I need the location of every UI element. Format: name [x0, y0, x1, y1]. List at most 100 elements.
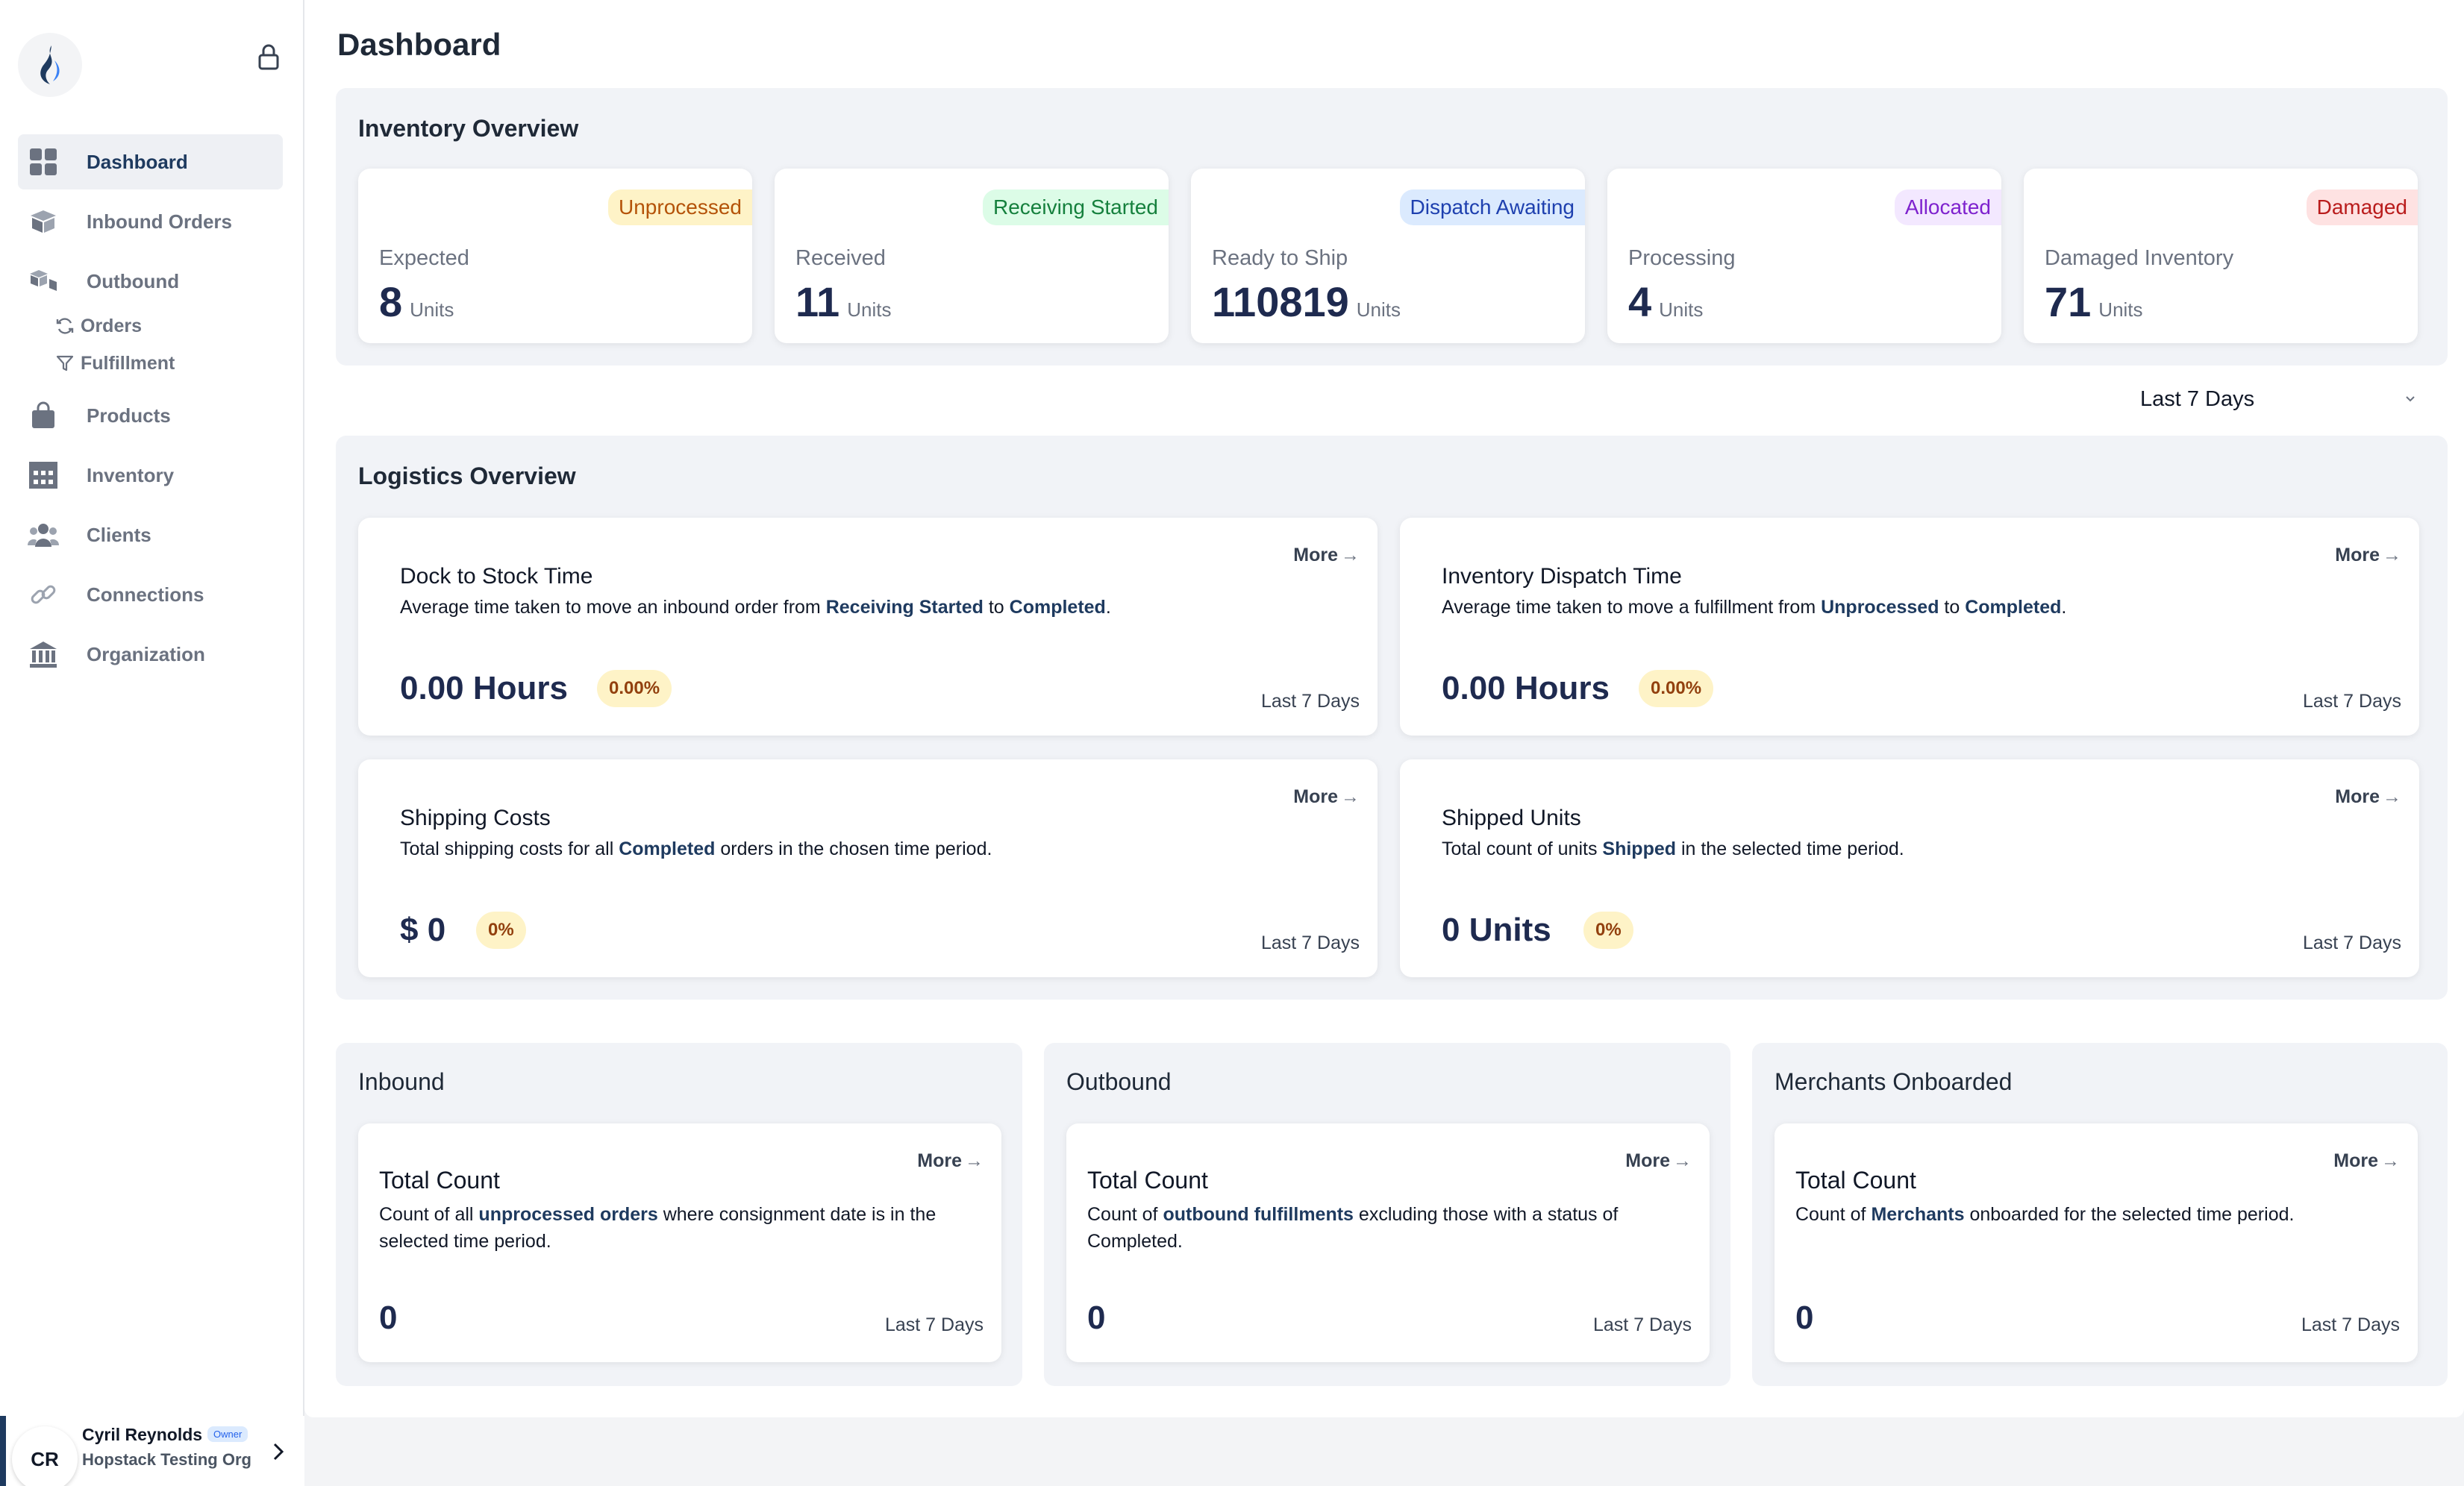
metric-title: Shipping Costs: [400, 806, 551, 830]
more-link[interactable]: More →: [1293, 786, 1360, 808]
more-link[interactable]: More →: [917, 1150, 984, 1172]
status-badge: Dispatch Awaiting: [1399, 189, 1585, 225]
date-range-select[interactable]: Last 7 Days: [2128, 376, 2428, 422]
inbound-panel: Inbound More → Total Count Count of all u…: [336, 1043, 1022, 1386]
sidebar: Dashboard Inbound Orders Outbound Orders…: [0, 0, 304, 1486]
status-badge: Damaged: [2306, 189, 2418, 225]
avatar[interactable]: CR: [12, 1426, 78, 1486]
arrow-right-icon: →: [1341, 786, 1360, 807]
inventory-card-label: Ready to Ship: [1212, 246, 1348, 270]
lock-icon[interactable]: [255, 42, 282, 72]
metric-description: Average time taken to move a fulfillment…: [1442, 594, 2322, 621]
bank-icon: [27, 638, 60, 671]
desc-text: Total count of units: [1442, 838, 1603, 859]
percent-change-badge: 0.00%: [1639, 670, 1714, 707]
outbound-panel: Outbound More → Total Count Count of outb…: [1044, 1043, 1730, 1386]
summary-title: Total Count: [379, 1167, 500, 1194]
metric-card-shipping-costs: More → Shipping Costs Total shipping cost…: [358, 759, 1378, 977]
logo[interactable]: [18, 33, 82, 97]
value-number: 8: [379, 278, 403, 325]
more-label: More: [1293, 786, 1338, 807]
logistics-overview-panel: Logistics Overview More → Dock to Stock T…: [336, 436, 2448, 1000]
page-title: Dashboard: [337, 27, 501, 62]
desc-highlight: Merchants: [1871, 1204, 1965, 1225]
merchants-onboarded-panel: Merchants Onboarded More → Total Count Co…: [1752, 1043, 2448, 1386]
inventory-card-processing[interactable]: Allocated Processing 4 Units: [1607, 169, 2001, 343]
more-label: More: [1293, 545, 1338, 565]
role-badge: Owner: [207, 1426, 248, 1442]
date-range-value: Last 7 Days: [2140, 386, 2255, 411]
metric-value: 0.00 Hours: [1442, 670, 1610, 706]
more-link[interactable]: More →: [1625, 1150, 1692, 1172]
sidebar-item-clients[interactable]: Clients: [18, 507, 283, 562]
summary-period: Last 7 Days: [2301, 1314, 2400, 1335]
inventory-card-value: 8 Units: [379, 278, 454, 326]
user-profile[interactable]: CR Cyril Reynolds Owner Hopstack Testing…: [0, 1416, 304, 1486]
metric-card-shipped-units: More → Shipped Units Total count of units…: [1400, 759, 2419, 977]
boxes-icon: [27, 265, 60, 298]
sidebar-item-connections[interactable]: Connections: [18, 567, 283, 622]
inventory-card-received[interactable]: Receiving Started Received 11 Units: [775, 169, 1169, 343]
inbound-total-count-card: More → Total Count Count of all unprocess…: [358, 1123, 1001, 1362]
arrow-right-icon: →: [965, 1150, 984, 1171]
value-unit: Units: [2098, 298, 2143, 321]
summary-value: 0: [1795, 1300, 1814, 1336]
inventory-card-expected[interactable]: Unprocessed Expected 8 Units: [358, 169, 752, 343]
more-label: More: [917, 1150, 962, 1171]
grid-icon: [27, 145, 60, 178]
inventory-card-label: Damaged Inventory: [2045, 246, 2234, 270]
desc-text: to: [983, 597, 1010, 618]
filter-icon: [56, 355, 74, 372]
sidebar-subitem-label: Fulfillment: [81, 352, 175, 374]
sidebar-item-label: Dashboard: [87, 150, 188, 173]
chevron-right-icon[interactable]: [267, 1437, 290, 1467]
merchants-panel-title: Merchants Onboarded: [1774, 1068, 2013, 1095]
arrow-right-icon: →: [2381, 1150, 2400, 1171]
value-unit: Units: [1356, 298, 1401, 321]
more-link[interactable]: More →: [2333, 1150, 2400, 1172]
sidebar-item-inbound-orders[interactable]: Inbound Orders: [18, 194, 283, 249]
metric-value: 0 Units: [1442, 912, 1551, 948]
value-number: 11: [795, 278, 840, 325]
summary-title: Total Count: [1795, 1167, 1916, 1194]
desc-highlight: outbound fulfillments: [1163, 1204, 1354, 1225]
arrow-right-icon: →: [2383, 786, 2401, 807]
logistics-overview-title: Logistics Overview: [358, 463, 576, 489]
value-number: 110819: [1212, 278, 1349, 325]
arrow-right-icon: →: [1673, 1150, 1692, 1171]
sidebar-subitem-label: Orders: [81, 315, 142, 336]
arrow-right-icon: →: [1341, 545, 1360, 565]
summary-description: Count of outbound fulfillments excluding…: [1087, 1201, 1684, 1255]
more-link[interactable]: More →: [2335, 786, 2401, 808]
summary-period: Last 7 Days: [884, 1314, 984, 1335]
metric-period: Last 7 Days: [1260, 932, 1360, 953]
bag-icon: [27, 399, 60, 432]
metric-card-dispatch-time: More → Inventory Dispatch Time Average ti…: [1400, 518, 2419, 736]
more-link[interactable]: More →: [1293, 545, 1360, 566]
outbound-panel-title: Outbound: [1066, 1068, 1172, 1095]
summary-period: Last 7 Days: [1592, 1314, 1692, 1335]
value-unit: Units: [1659, 298, 1704, 321]
inventory-card-ready-to-ship[interactable]: Dispatch Awaiting Ready to Ship 110819 Un…: [1191, 169, 1585, 343]
more-link[interactable]: More →: [2335, 545, 2401, 566]
chevron-down-icon: [2406, 396, 2415, 402]
metric-description: Total shipping costs for all Completed o…: [400, 836, 1281, 862]
summary-title: Total Count: [1087, 1167, 1208, 1194]
sidebar-subitem-fulfillment[interactable]: Fulfillment: [55, 348, 175, 378]
desc-highlight: unprocessed orders: [478, 1204, 658, 1225]
sidebar-item-inventory[interactable]: Inventory: [18, 448, 283, 503]
user-name: Cyril Reynolds: [82, 1425, 203, 1444]
more-label: More: [2335, 786, 2380, 807]
desc-highlight: Receiving Started: [825, 597, 984, 618]
link-icon: [27, 578, 60, 611]
sidebar-item-organization[interactable]: Organization: [18, 627, 283, 682]
inventory-card-value: 4 Units: [1628, 278, 1703, 326]
desc-text: onboarded for the selected time period.: [1964, 1204, 2295, 1225]
inventory-card-damaged[interactable]: Damaged Damaged Inventory 71 Units: [2024, 169, 2418, 343]
sidebar-subitem-orders[interactable]: Orders: [55, 311, 142, 341]
percent-change-badge: 0%: [1583, 912, 1633, 949]
metric-period: Last 7 Days: [2302, 932, 2401, 953]
sidebar-item-outbound[interactable]: Outbound: [18, 254, 283, 309]
sidebar-item-dashboard[interactable]: Dashboard: [18, 134, 283, 189]
sidebar-item-products[interactable]: Products: [18, 388, 283, 443]
